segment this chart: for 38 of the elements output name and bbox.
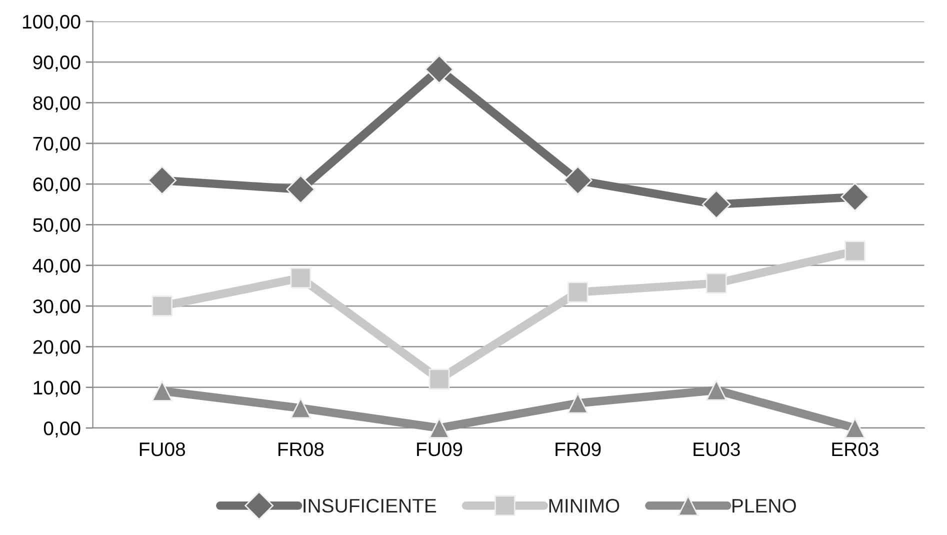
point xyxy=(424,54,454,84)
legend-label: INSUFICIENTE xyxy=(304,498,436,513)
point xyxy=(428,418,450,438)
y-tick-label: 90,00 xyxy=(33,56,80,72)
point xyxy=(152,296,173,316)
point xyxy=(844,418,866,438)
point xyxy=(286,174,316,204)
x-tick-label: FR08 xyxy=(278,442,324,456)
y-tick-label: 20,00 xyxy=(33,340,80,356)
y-tick-label: 0,00 xyxy=(44,421,80,438)
y-tick-label: 100,00 xyxy=(23,14,80,31)
point xyxy=(152,380,173,402)
point xyxy=(706,272,727,294)
y-tick-label: 70,00 xyxy=(33,136,80,153)
point xyxy=(844,240,866,262)
y-tick-label: 40,00 xyxy=(32,258,80,275)
x-tick-label: EU03 xyxy=(694,442,740,456)
y-tick-label: 80,00 xyxy=(33,96,80,112)
x-tick-label: ER03 xyxy=(832,442,878,456)
point xyxy=(567,392,588,414)
point xyxy=(148,166,177,195)
point xyxy=(290,268,312,288)
y-tick-label: 50,00 xyxy=(33,218,80,234)
point xyxy=(706,380,727,401)
y-tick-label: 30,00 xyxy=(33,299,80,316)
point xyxy=(840,182,870,212)
y-tick-label: 60,00 xyxy=(33,178,80,194)
point xyxy=(563,166,592,195)
legend-label: MINIMO xyxy=(549,498,620,513)
x-tick-label: FU09 xyxy=(417,442,462,456)
point xyxy=(567,282,588,303)
legend-label: PLENO xyxy=(732,498,796,513)
x-tick-label: FR09 xyxy=(556,442,601,456)
y-tick-label: 10,00 xyxy=(34,380,80,397)
point xyxy=(702,190,731,219)
point xyxy=(290,398,312,418)
point xyxy=(428,368,450,390)
x-tick-label: FU08 xyxy=(140,442,186,456)
